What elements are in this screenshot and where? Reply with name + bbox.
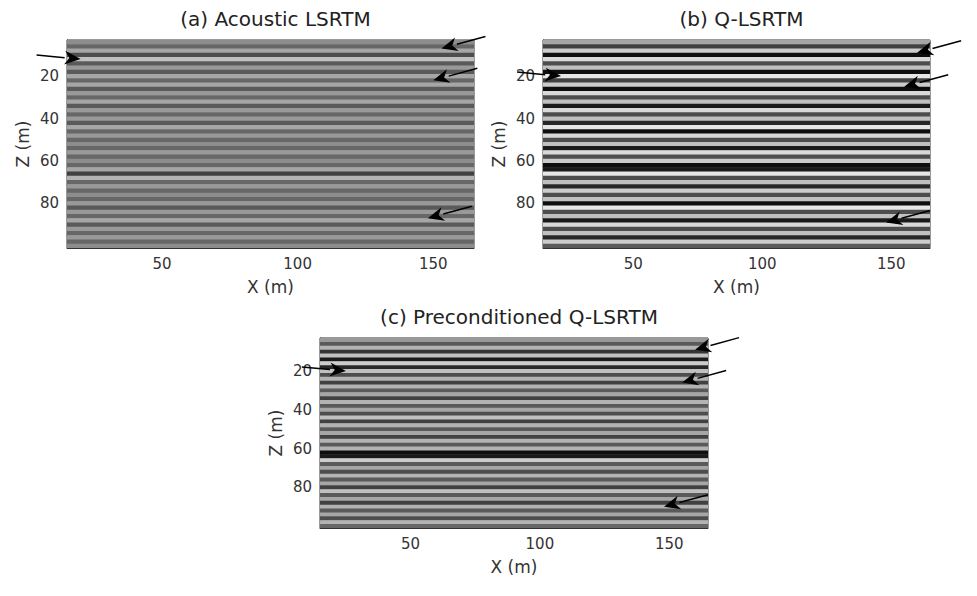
svg-text:80: 80 [516, 194, 535, 212]
svg-text:150: 150 [419, 255, 448, 273]
svg-text:Z (m): Z (m) [266, 410, 286, 457]
svg-text:20: 20 [516, 67, 535, 85]
svg-text:20: 20 [40, 67, 59, 85]
svg-text:X (m): X (m) [713, 277, 760, 297]
svg-text:80: 80 [293, 478, 312, 496]
svg-text:60: 60 [40, 152, 59, 170]
svg-text:100: 100 [748, 255, 777, 273]
svg-text:50: 50 [401, 535, 420, 553]
svg-text:40: 40 [40, 110, 59, 128]
svg-text:X (m): X (m) [247, 277, 294, 297]
svg-text:80: 80 [40, 194, 59, 212]
svg-text:Z (m): Z (m) [489, 121, 509, 168]
svg-text:150: 150 [655, 535, 684, 553]
svg-text:X (m): X (m) [491, 557, 538, 577]
svg-text:40: 40 [516, 110, 535, 128]
svg-text:60: 60 [293, 440, 312, 458]
svg-text:(c) Preconditioned Q-LSRTM: (c) Preconditioned Q-LSRTM [380, 305, 658, 329]
svg-text:100: 100 [526, 535, 555, 553]
svg-text:Z (m): Z (m) [13, 121, 33, 168]
svg-text:20: 20 [293, 362, 312, 380]
svg-text:(b) Q-LSRTM: (b) Q-LSRTM [680, 7, 804, 31]
svg-text:60: 60 [516, 152, 535, 170]
svg-text:100: 100 [283, 255, 312, 273]
svg-text:150: 150 [877, 255, 906, 273]
svg-text:40: 40 [293, 401, 312, 419]
svg-text:50: 50 [152, 255, 171, 273]
svg-text:50: 50 [624, 255, 643, 273]
svg-text:(a) Acoustic LSRTM: (a) Acoustic LSRTM [180, 7, 370, 31]
